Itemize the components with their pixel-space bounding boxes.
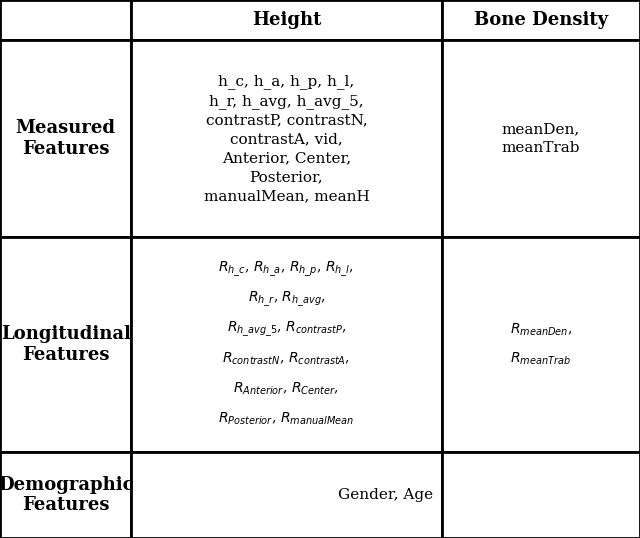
Bar <box>442 0 640 40</box>
Text: $R_{Anterior}$, $R_{Center}$,: $R_{Anterior}$, $R_{Center}$, <box>234 381 339 398</box>
Text: meanDen,
meanTrab: meanDen, meanTrab <box>502 122 580 155</box>
Text: Gender, Age: Gender, Age <box>338 488 433 502</box>
Text: Height: Height <box>252 11 321 29</box>
Text: Bone Density: Bone Density <box>474 11 608 29</box>
Text: Demographic
Features: Demographic Features <box>0 476 133 514</box>
Bar <box>0 452 131 538</box>
Text: $R_{Posterior}$, $R_{manualMean}$: $R_{Posterior}$, $R_{manualMean}$ <box>218 411 355 427</box>
Text: Measured
Features: Measured Features <box>15 119 116 158</box>
Bar <box>0 237 131 452</box>
Bar <box>442 40 640 237</box>
Text: $R_{contrastN}$, $R_{contrastA}$,: $R_{contrastN}$, $R_{contrastA}$, <box>223 351 350 367</box>
Bar <box>442 237 640 452</box>
Text: $R_{h\_avg\_5}$, $R_{contrastP}$,: $R_{h\_avg\_5}$, $R_{contrastP}$, <box>227 320 346 339</box>
Text: $R_{h\_c}$, $R_{h\_a}$, $R_{h\_p}$, $R_{h\_l}$,: $R_{h\_c}$, $R_{h\_a}$, $R_{h\_p}$, $R_{… <box>218 260 355 279</box>
Text: h_c, h_a, h_p, h_l,
h_r, h_avg, h_avg_5,
contrastP, contrastN,
contrastA, vid,
A: h_c, h_a, h_p, h_l, h_r, h_avg, h_avg_5,… <box>204 74 369 203</box>
Bar <box>131 237 442 452</box>
Bar <box>131 452 442 538</box>
Bar <box>442 452 640 538</box>
Bar <box>131 40 442 237</box>
Text: Longitudinal
Features: Longitudinal Features <box>1 325 131 364</box>
Text: $R_{meanDen}$,: $R_{meanDen}$, <box>509 321 572 337</box>
Bar <box>0 0 131 40</box>
Text: $R_{h\_r}$, $R_{h\_avg}$,: $R_{h\_r}$, $R_{h\_avg}$, <box>248 290 325 309</box>
Text: $R_{meanTrab}$: $R_{meanTrab}$ <box>511 351 571 367</box>
Bar <box>131 0 442 40</box>
Bar <box>0 40 131 237</box>
